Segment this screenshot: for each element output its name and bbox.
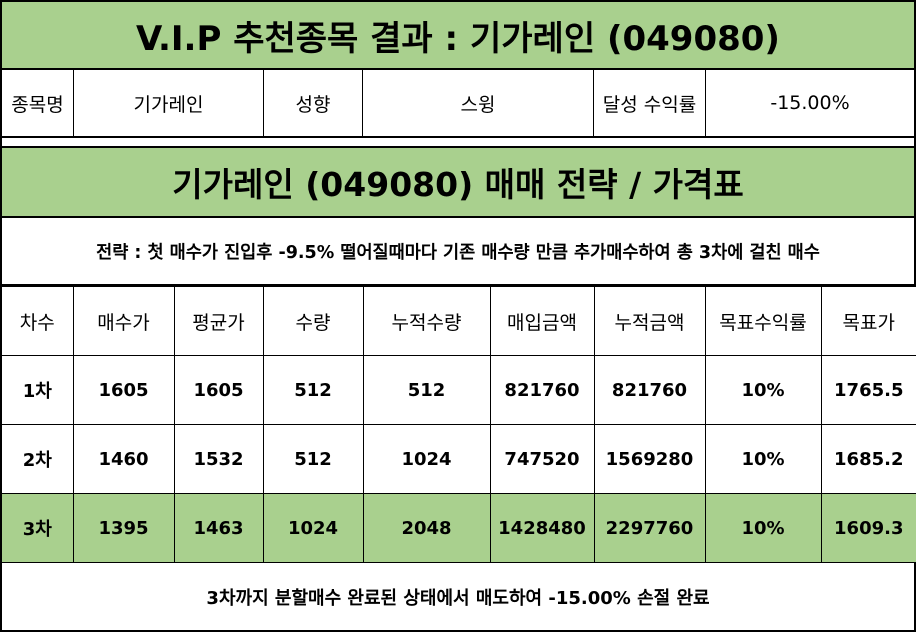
header-cell: 평균가 [173, 286, 264, 356]
table-cell: 2048 [362, 493, 491, 563]
table-cell: 10% [704, 493, 822, 563]
strategy-title: 기가레인 (049080) 매매 전략 / 가격표 [0, 148, 916, 218]
table-cell: 512 [262, 424, 364, 494]
type-label: 성향 [264, 70, 363, 136]
table-cell: 821760 [489, 355, 595, 425]
page-title: V.I.P 추천종목 결과 : 기가레인 (049080) [0, 0, 916, 70]
strategy-text: 전략 : 첫 매수가 진입후 -9.5% 떨어질때마다 기존 매수량 만큼 추가… [0, 218, 916, 286]
table-row: 1차 1605 1605 512 512 821760 821760 10% 1… [0, 355, 916, 425]
header-cell: 차수 [0, 286, 74, 356]
table-cell: 10% [704, 355, 822, 425]
header-cell: 누적수량 [362, 286, 491, 356]
return-label: 달성 수익률 [594, 70, 706, 136]
table-row-highlighted: 3차 1395 1463 1024 2048 1428480 2297760 1… [0, 493, 916, 563]
header-cell: 누적금액 [593, 286, 706, 356]
header-cell: 매수가 [72, 286, 175, 356]
table-cell: 1569280 [593, 424, 706, 494]
table-cell: 1605 [173, 355, 264, 425]
table-cell: 10% [704, 424, 822, 494]
table-cell: 1024 [262, 493, 364, 563]
table-cell: 1605 [72, 355, 175, 425]
table-cell: 1395 [72, 493, 175, 563]
table-cell: 1765.5 [820, 355, 916, 425]
table-cell: 821760 [593, 355, 706, 425]
return-value: -15.00% [770, 92, 850, 114]
table-row: 2차 1460 1532 512 1024 747520 1569280 10%… [0, 424, 916, 494]
header-cell: 수량 [262, 286, 364, 356]
price-table: 차수 매수가 평균가 수량 누적수량 매입금액 누적금액 목표수익률 목표가 1… [0, 286, 916, 563]
stock-info-row: 종목명 기가레인 성향 스윙 달성 수익률 -15.00% [0, 70, 916, 138]
table-cell: 1463 [173, 493, 264, 563]
table-cell: 1024 [362, 424, 491, 494]
table-cell: 2차 [0, 424, 74, 494]
table-cell: 1460 [72, 424, 175, 494]
table-cell: 1532 [173, 424, 264, 494]
table-cell: 2297760 [593, 493, 706, 563]
table-cell: 1428480 [489, 493, 595, 563]
type-value: 스윙 [363, 70, 594, 136]
table-cell: 512 [362, 355, 491, 425]
table-cell: 747520 [489, 424, 595, 494]
table-header-row: 차수 매수가 평균가 수량 누적수량 매입금액 누적금액 목표수익률 목표가 [0, 286, 916, 356]
table-cell: 1685.2 [820, 424, 916, 494]
header-cell: 목표수익률 [704, 286, 822, 356]
table-cell: 1609.3 [820, 493, 916, 563]
table-cell: 1차 [0, 355, 74, 425]
table-cell: 3차 [0, 493, 74, 563]
separator [0, 138, 916, 148]
stock-name-value: 기가레인 [74, 70, 264, 136]
stock-name-label: 종목명 [2, 70, 74, 136]
table-cell: 512 [262, 355, 364, 425]
header-cell: 목표가 [820, 286, 916, 356]
result-footer: 3차까지 분할매수 완료된 상태에서 매도하여 -15.00% 손절 완료 [0, 562, 916, 632]
header-cell: 매입금액 [489, 286, 595, 356]
